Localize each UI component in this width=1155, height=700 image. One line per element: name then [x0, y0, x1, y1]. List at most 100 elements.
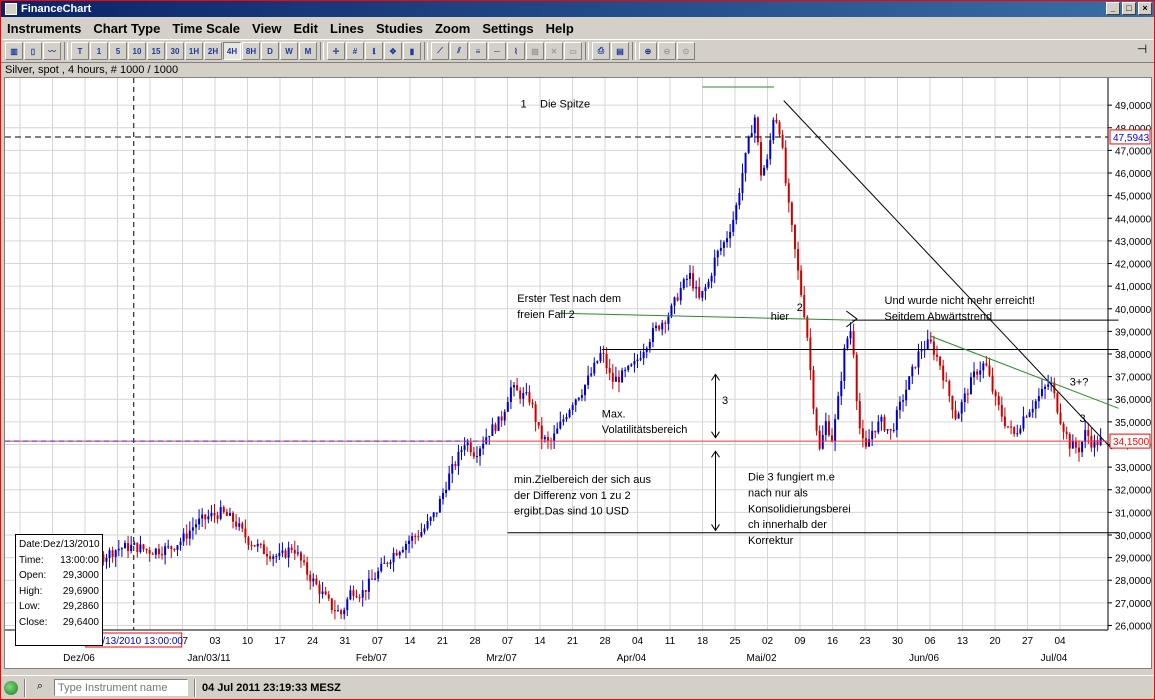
pan-icon[interactable]: ✥: [384, 42, 402, 60]
candle-body: [309, 574, 312, 582]
candle-body: [577, 397, 580, 400]
candle-body: [290, 547, 293, 550]
candle-body: [232, 513, 235, 522]
pin-icon[interactable]: ⊣: [1136, 42, 1148, 56]
candle-body: [333, 610, 336, 612]
candle-body: [306, 562, 309, 575]
menu-time-scale[interactable]: Time Scale: [172, 20, 241, 36]
candle-body: [682, 279, 685, 289]
zoom-reset-icon[interactable]: ⊙: [677, 42, 695, 60]
candle-body: [630, 364, 633, 366]
timeframe-5-button[interactable]: 5: [109, 42, 127, 60]
x-tick-label: 21: [567, 636, 579, 647]
delete-all-icon[interactable]: ✕: [545, 42, 563, 60]
line-chart-icon[interactable]: 〰: [43, 42, 61, 60]
timeframe-t-button[interactable]: T: [71, 42, 89, 60]
menu-chart-type[interactable]: Chart Type: [93, 20, 161, 36]
candle-body: [760, 142, 762, 176]
menu-help[interactable]: Help: [545, 20, 574, 36]
channel-icon[interactable]: ⫽: [450, 42, 468, 60]
volume-icon[interactable]: ▮: [403, 42, 421, 60]
candle-body: [278, 552, 281, 557]
timeframe-10-button[interactable]: 10: [128, 42, 146, 60]
timeframe-8h-button[interactable]: 8H: [242, 42, 260, 60]
menu-zoom[interactable]: Zoom: [434, 20, 471, 36]
trend-line: [559, 312, 853, 321]
delete-line-icon[interactable]: ▨: [526, 42, 544, 60]
zoom-in-icon[interactable]: ⊕: [639, 42, 657, 60]
candle-body: [898, 401, 901, 411]
timeframe-m-button[interactable]: M: [299, 42, 317, 60]
candle-body: [540, 425, 543, 440]
info-icon[interactable]: ℹ: [365, 42, 383, 60]
cycle-icon[interactable]: ⌇: [507, 42, 525, 60]
candle-body: [880, 416, 883, 422]
candle-body: [516, 385, 519, 391]
candle-body: [244, 528, 247, 538]
text-icon[interactable]: ▭: [564, 42, 582, 60]
menu-studies[interactable]: Studies: [375, 20, 423, 36]
minimize-button[interactable]: _: [1106, 2, 1120, 15]
candle-body: [161, 554, 164, 556]
candle-body: [642, 351, 645, 359]
menu-instruments[interactable]: Instruments: [7, 20, 82, 36]
price-chart[interactable]: 26,0000 27,0000 28,0000 29,0000 30,0000 31,00…: [5, 78, 1153, 670]
zoom-out-icon[interactable]: ⊖: [658, 42, 676, 60]
trendline-icon[interactable]: ⟋: [431, 42, 449, 60]
menu-lines[interactable]: Lines: [330, 20, 364, 36]
candle-body: [726, 238, 729, 243]
menu-edit[interactable]: Edit: [293, 20, 318, 36]
candle-body: [154, 548, 157, 555]
candle-body: [611, 372, 614, 382]
print-preview-icon[interactable]: ▤: [611, 42, 629, 60]
timeframe-1h-button[interactable]: 1H: [185, 42, 203, 60]
hline-icon[interactable]: ─: [488, 42, 506, 60]
timeframe-15-button[interactable]: 15: [147, 42, 165, 60]
month-label: Mrz/07: [486, 653, 517, 664]
timeframe-4h-button[interactable]: 4H: [223, 42, 241, 60]
candle-body: [744, 152, 747, 174]
fibonacci-icon[interactable]: ≡: [469, 42, 487, 60]
candle-body: [722, 242, 725, 248]
timeframe-d-button[interactable]: D: [261, 42, 279, 60]
note-min-2: der Differenz von 1 zu 2: [514, 490, 631, 502]
note-die3-1: Die 3 fungiert m.e: [748, 472, 835, 484]
crosshair-icon[interactable]: ✛: [327, 42, 345, 60]
candle-body: [651, 328, 654, 343]
candle-body: [303, 560, 306, 563]
grid-icon[interactable]: #: [346, 42, 364, 60]
candle-body: [645, 348, 648, 352]
candle-body: [1000, 404, 1003, 417]
note-und-wurde-1: Und wurde nicht mehr erreicht!: [885, 295, 1035, 307]
bar-chart-icon[interactable]: ▥: [5, 42, 23, 60]
candle-body: [648, 342, 651, 349]
candle-body: [194, 524, 197, 528]
timeframe-w-button[interactable]: W: [280, 42, 298, 60]
candle-body: [457, 451, 460, 466]
instrument-search-input[interactable]: [54, 679, 188, 696]
month-label: Dez/06: [63, 653, 95, 664]
timeframe-1-button[interactable]: 1: [90, 42, 108, 60]
maximize-button[interactable]: □: [1122, 2, 1136, 15]
chart-area[interactable]: 26,0000 27,0000 28,0000 29,0000 30,0000 31,00…: [4, 77, 1152, 669]
candle-body: [917, 351, 920, 368]
candle-chart-icon[interactable]: ▯: [24, 42, 42, 60]
timeframe-2h-button[interactable]: 2H: [204, 42, 222, 60]
close-button[interactable]: ×: [1138, 2, 1152, 15]
candle-body: [117, 548, 120, 551]
note-erster-test-1: Erster Test nach dem: [517, 293, 621, 305]
candle-body: [1028, 412, 1031, 417]
candle-body: [139, 544, 142, 553]
candle-body: [262, 544, 265, 555]
candle-body: [769, 140, 772, 160]
candle-body: [797, 249, 800, 271]
print-icon[interactable]: ⎙: [592, 42, 610, 60]
candle-body: [1087, 430, 1090, 436]
y-tick-label: 32,0000: [1115, 486, 1152, 497]
menu-settings[interactable]: Settings: [482, 20, 534, 36]
candle-body: [763, 167, 766, 176]
candle-body: [102, 554, 105, 562]
menu-view[interactable]: View: [252, 20, 282, 36]
timeframe-30-button[interactable]: 30: [166, 42, 184, 60]
